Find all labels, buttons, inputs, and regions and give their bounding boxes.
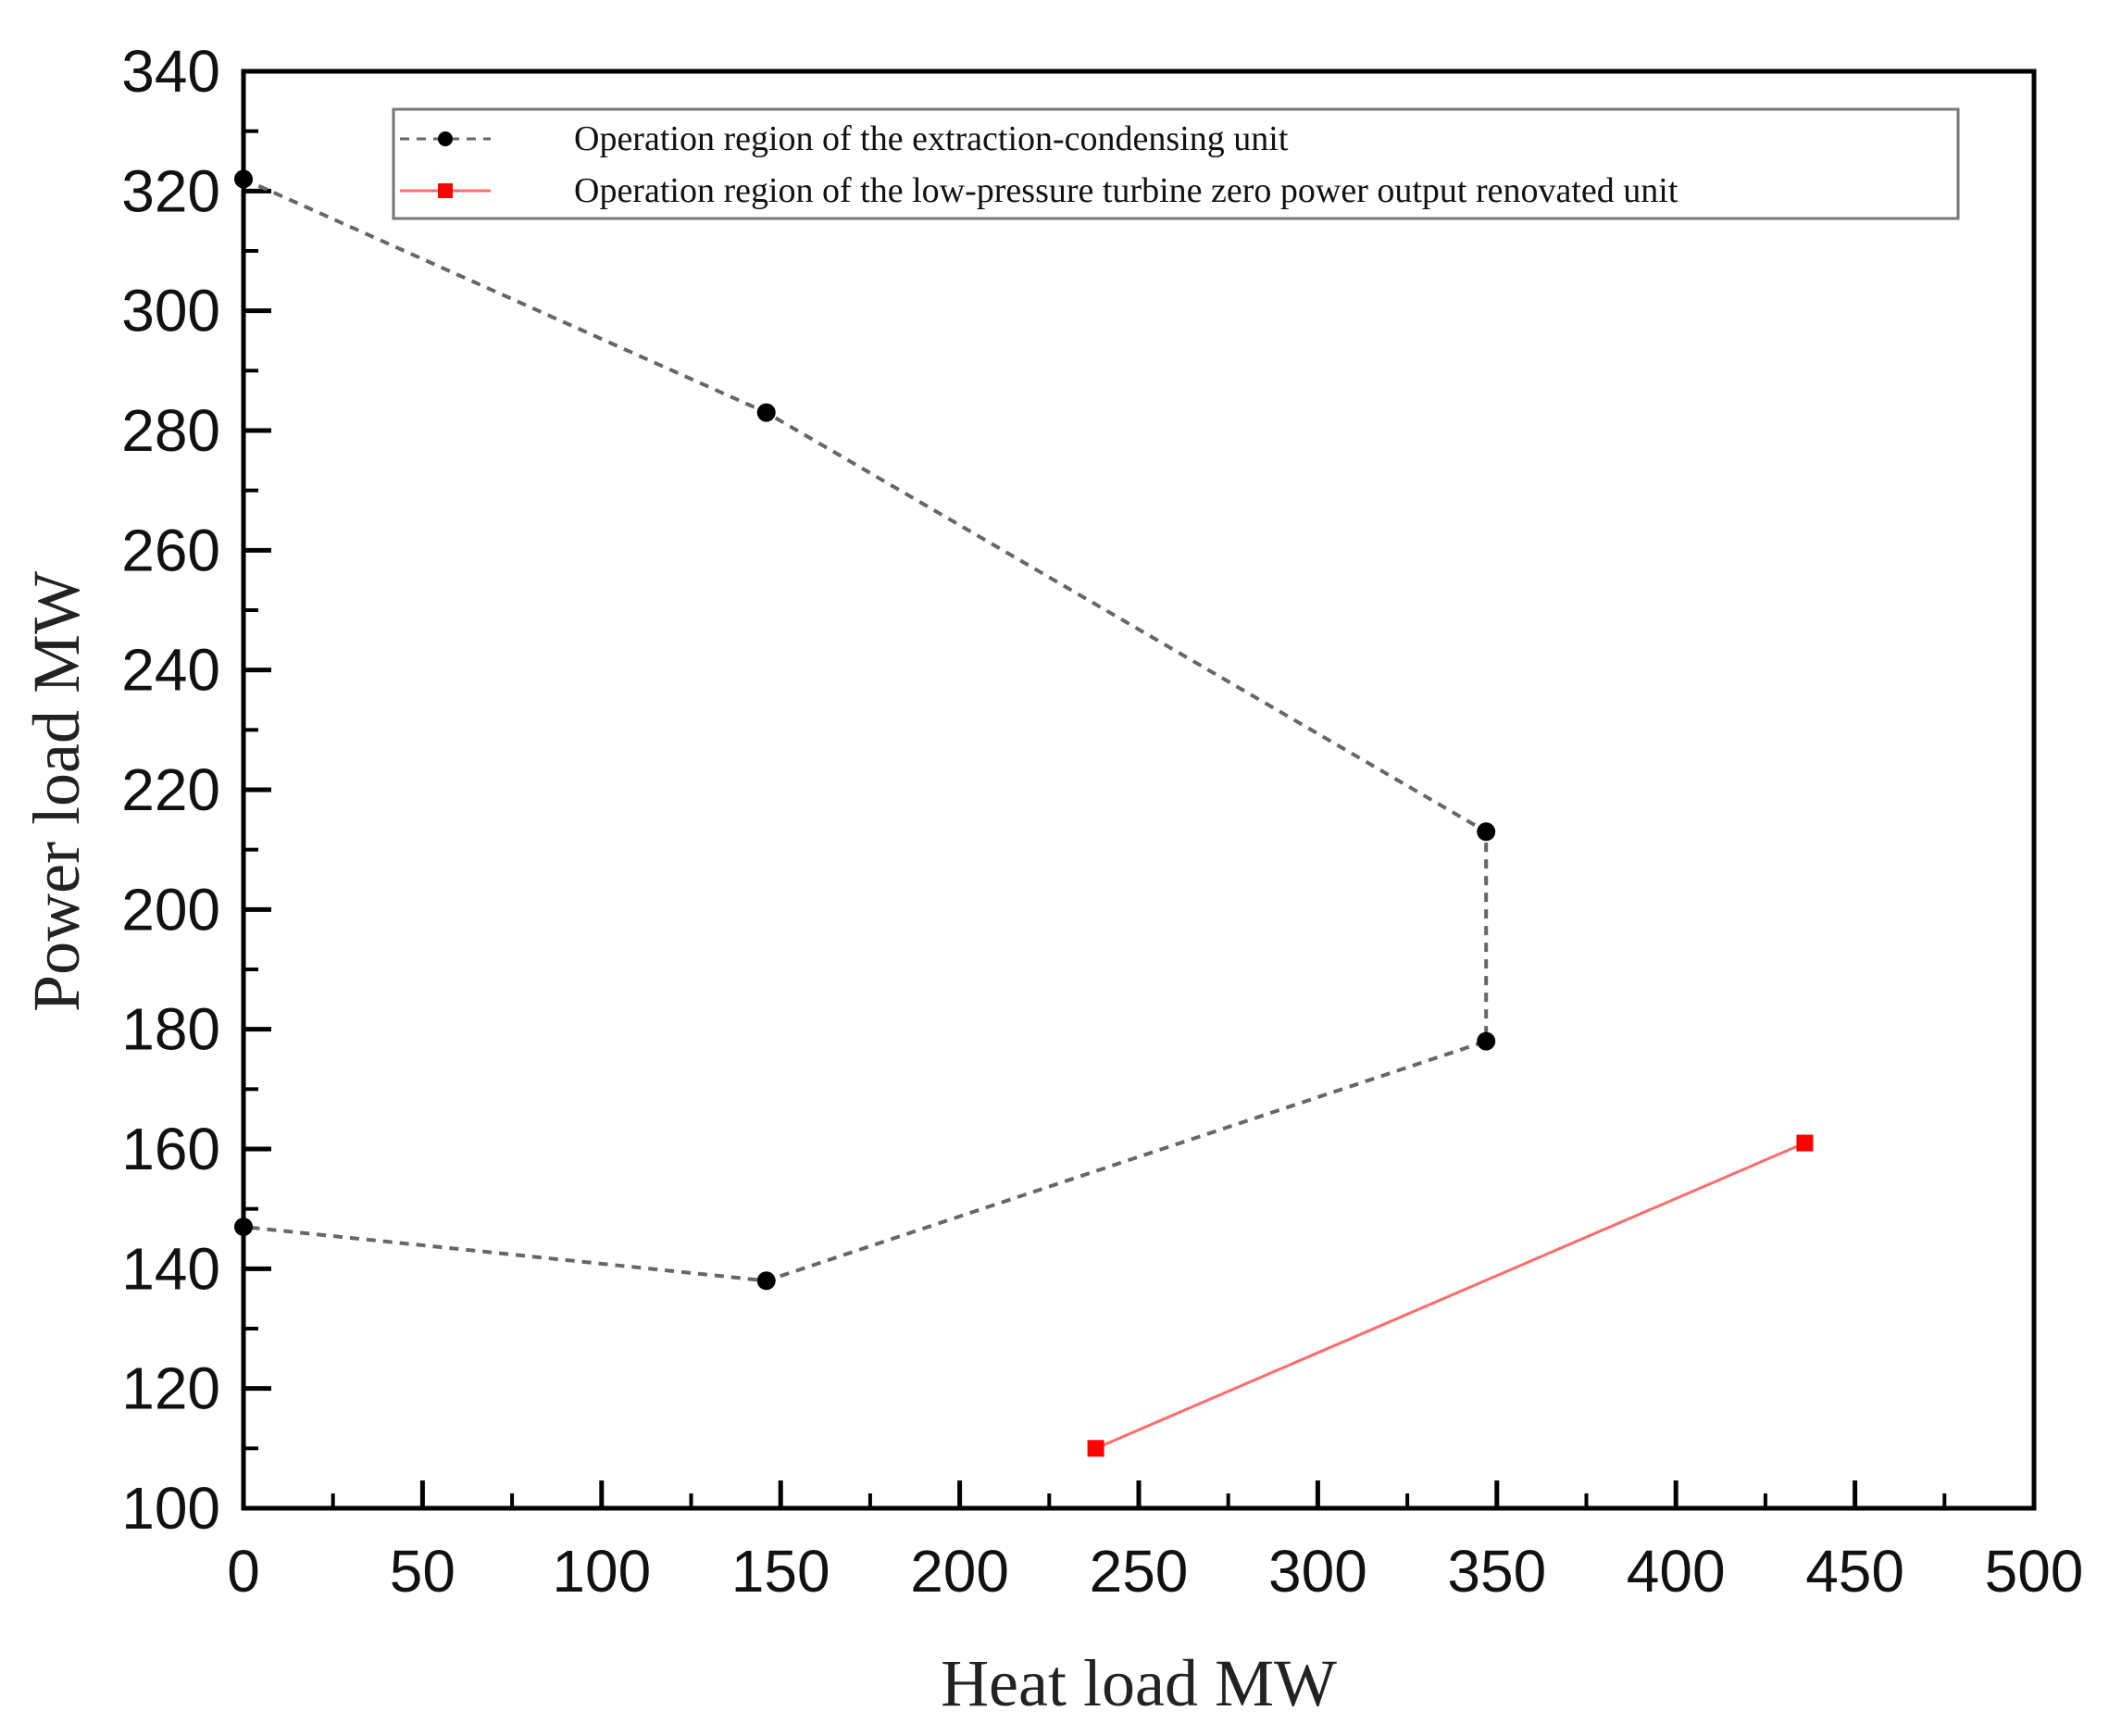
- legend-label-0: Operation region of the extraction-conde…: [574, 119, 1289, 158]
- legend-box: [392, 107, 1960, 220]
- x-tick-label-4: 200: [910, 1538, 1009, 1605]
- series-line-0: [243, 177, 1489, 1283]
- y-axis-ticks: 100 120 140 160 180 200 220 240 260 280 300 320 340: [121, 38, 271, 1542]
- x-tick-label-5: 250: [1090, 1538, 1189, 1605]
- x-tick-label-3: 150: [731, 1538, 830, 1605]
- y-tick-label-3: 160: [121, 1116, 220, 1182]
- y-tick-label-9: 280: [121, 397, 220, 464]
- series-0-point-2: [1477, 822, 1496, 842]
- x-tick-label-8: 400: [1627, 1538, 1726, 1605]
- x-tick-label-7: 350: [1447, 1538, 1546, 1605]
- y-tick-label-6: 220: [121, 756, 220, 823]
- series-0-point-3: [1477, 1031, 1496, 1051]
- y-tick-label-2: 140: [121, 1235, 220, 1302]
- x-tick-label-0: 0: [227, 1538, 260, 1605]
- x-tick-label-10: 500: [1985, 1538, 2084, 1605]
- series-0-point-4: [756, 1271, 776, 1291]
- y-tick-label-0: 100: [121, 1475, 220, 1542]
- series-1-point-1: [1796, 1134, 1814, 1152]
- y-tick-label-12: 340: [121, 38, 220, 105]
- x-tick-label-6: 300: [1268, 1538, 1367, 1605]
- x-axis-title: Heat load MW: [941, 1646, 1337, 1720]
- legend: Operation region of the extraction-conde…: [392, 107, 1960, 220]
- legend-label-1: Operation region of the low-pressure tur…: [574, 171, 1678, 210]
- x-axis-ticks: 0 50 100 150 200 250 300 350 400 450 500: [227, 1480, 2083, 1605]
- x-tick-label-1: 50: [390, 1538, 455, 1605]
- x-tick-label-9: 450: [1805, 1538, 1904, 1605]
- legend-marker-1: [438, 183, 453, 198]
- series-layer: [234, 169, 1814, 1457]
- x-tick-label-2: 100: [552, 1538, 651, 1605]
- y-axis-title: Power load MW: [19, 571, 94, 1012]
- legend-marker-0: [438, 131, 453, 146]
- y-tick-label-11: 320: [121, 157, 220, 224]
- y-tick-label-10: 300: [121, 278, 220, 344]
- y-tick-label-1: 120: [121, 1355, 220, 1422]
- y-tick-label-5: 200: [121, 876, 220, 943]
- series-0-point-1: [756, 403, 776, 422]
- y-tick-label-8: 260: [121, 517, 220, 583]
- series-0-point-0: [234, 169, 253, 189]
- series-1-point-0: [1087, 1440, 1104, 1457]
- y-tick-label-7: 240: [121, 637, 220, 704]
- series-line-1: [1094, 1142, 1806, 1450]
- series-0-point-5: [234, 1218, 253, 1237]
- plot-frame: [241, 69, 2037, 1511]
- y-tick-label-4: 180: [121, 996, 220, 1063]
